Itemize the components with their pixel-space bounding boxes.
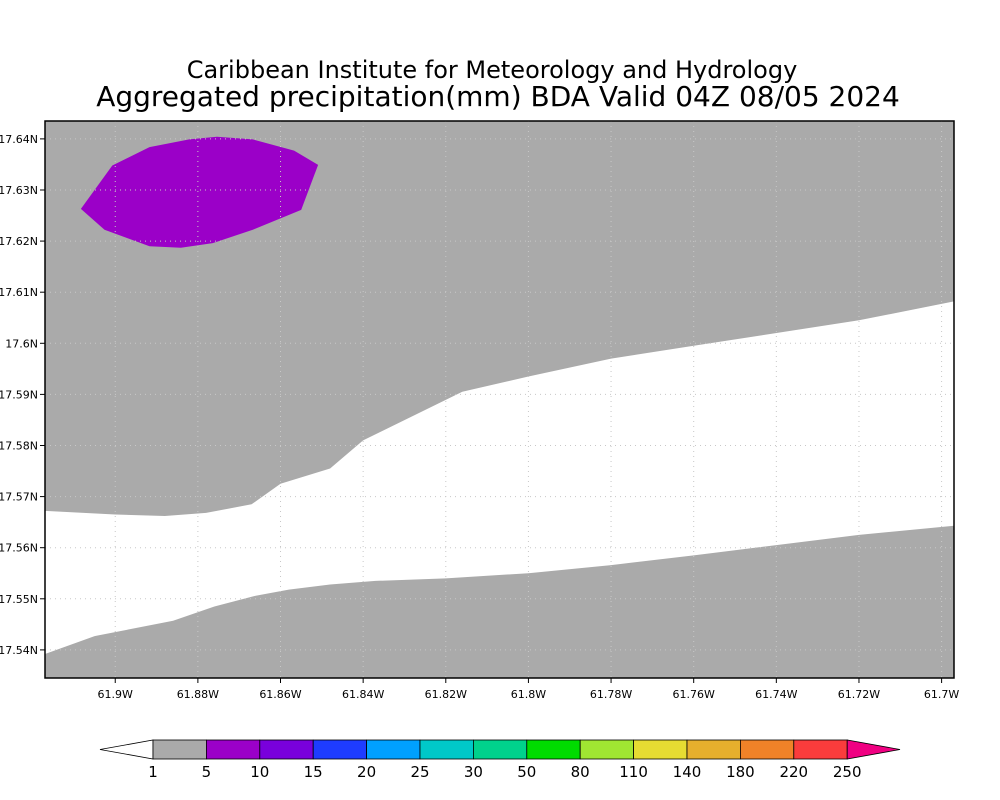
lon-tick-label: 61.7W: [924, 688, 959, 701]
map-plot-area: [44, 120, 955, 679]
colorbar-above-arrow: [846, 739, 901, 760]
colorbar-label: 220: [779, 763, 808, 781]
colorbar-swatch: [259, 739, 314, 760]
lon-tick-label: 61.74W: [755, 688, 797, 701]
colorbar-swatch: [633, 739, 688, 760]
lat-tick-label: 17.64N: [0, 133, 38, 146]
colorbar-swatch: [526, 739, 581, 760]
colorbar-label: 30: [464, 763, 483, 781]
precip-1-5mm-south: [45, 525, 954, 678]
lon-tick-label: 61.76W: [673, 688, 715, 701]
colorbar: 1 5 10 15 20 25 30 50 80 110 140 180 220 250: [99, 739, 901, 781]
lon-tick-label: 61.82W: [425, 688, 467, 701]
colorbar-swatch: [205, 739, 261, 760]
map-title: Caribbean Institute for Meteorology and …: [187, 56, 798, 84]
colorbar-swatch: [579, 739, 635, 760]
colorbar-swatch: [793, 739, 848, 760]
colorbar-swatch: [740, 739, 795, 760]
longitude-axis: 61.9W 61.88W 61.86W 61.84W 61.82W 61.8W 61.78W…: [98, 678, 959, 701]
colorbar-label: 180: [726, 763, 755, 781]
latitude-axis: 17.64N 17.63N 17.62N 17.61N 17.6N 17.59N 17.58…: [0, 133, 45, 657]
colorbar-label: 5: [202, 763, 212, 781]
lat-tick-label: 17.57N: [0, 491, 38, 504]
colorbar-swatch: [686, 739, 741, 760]
lat-tick-label: 17.63N: [0, 184, 38, 197]
lat-tick-label: 17.55N: [0, 593, 38, 606]
lat-tick-label: 17.58N: [0, 439, 38, 452]
colorbar-label: 15: [304, 763, 323, 781]
colorbar-label: 1: [148, 763, 158, 781]
colorbar-label: 20: [357, 763, 376, 781]
lat-tick-label: 17.59N: [0, 388, 38, 401]
precip-regions: [45, 121, 954, 678]
colorbar-label: 110: [619, 763, 648, 781]
colorbar-swatch: [312, 739, 368, 760]
lon-tick-label: 61.72W: [838, 688, 880, 701]
colorbar-swatch: [419, 739, 474, 760]
lat-tick-label: 17.6N: [5, 337, 38, 350]
colorbar-label: 50: [517, 763, 536, 781]
colorbar-swatch: [472, 739, 528, 760]
colorbar-label: 140: [673, 763, 702, 781]
lon-tick-label: 61.78W: [590, 688, 632, 701]
precip-5-10mm: [80, 136, 319, 248]
map-subtitle: Aggregated precipitation(mm) BDA Valid 0…: [96, 80, 900, 113]
lon-tick-label: 61.86W: [259, 688, 301, 701]
colorbar-label: 25: [410, 763, 429, 781]
plot-frame: [44, 120, 955, 679]
colorbar-swatch: [366, 739, 421, 760]
lat-tick-label: 17.56N: [0, 542, 38, 555]
colorbar-label: 250: [833, 763, 862, 781]
colorbar-below-arrow: [99, 739, 154, 760]
lon-tick-label: 61.9W: [98, 688, 133, 701]
colorbar-label: 80: [571, 763, 590, 781]
lon-tick-label: 61.84W: [342, 688, 384, 701]
lat-tick-label: 17.54N: [0, 644, 38, 657]
lat-tick-label: 17.61N: [0, 286, 38, 299]
lon-tick-label: 61.88W: [177, 688, 219, 701]
lon-tick-label: 61.8W: [511, 688, 546, 701]
colorbar-swatch: [152, 739, 207, 760]
lat-tick-label: 17.62N: [0, 235, 38, 248]
colorbar-label: 10: [250, 763, 269, 781]
